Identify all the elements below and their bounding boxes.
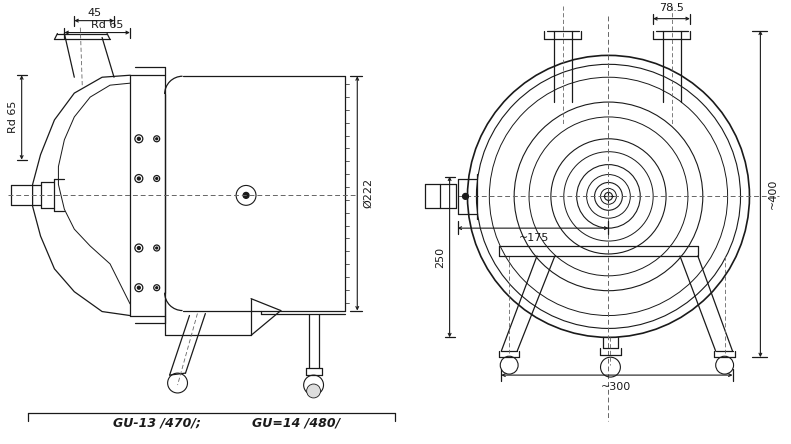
Circle shape xyxy=(156,138,157,140)
Text: 250: 250 xyxy=(435,246,445,267)
Text: GU=14 /480/: GU=14 /480/ xyxy=(252,416,340,429)
Circle shape xyxy=(156,178,157,179)
Circle shape xyxy=(138,177,140,180)
Circle shape xyxy=(307,384,320,398)
Text: ~300: ~300 xyxy=(601,382,631,392)
Text: 78.5: 78.5 xyxy=(660,3,684,13)
Circle shape xyxy=(138,137,140,140)
Text: ~175: ~175 xyxy=(519,233,549,243)
Text: GU-13 /470/;: GU-13 /470/; xyxy=(112,416,201,429)
Text: 45: 45 xyxy=(87,8,101,18)
Circle shape xyxy=(243,192,249,198)
Circle shape xyxy=(138,286,140,289)
Text: ~400: ~400 xyxy=(768,178,778,209)
Text: Rd 65: Rd 65 xyxy=(8,101,17,133)
Circle shape xyxy=(463,194,468,199)
Text: Rd 65: Rd 65 xyxy=(91,20,123,30)
Circle shape xyxy=(156,247,157,249)
Circle shape xyxy=(138,246,140,250)
Text: Ø222: Ø222 xyxy=(363,178,373,209)
Circle shape xyxy=(156,287,157,289)
